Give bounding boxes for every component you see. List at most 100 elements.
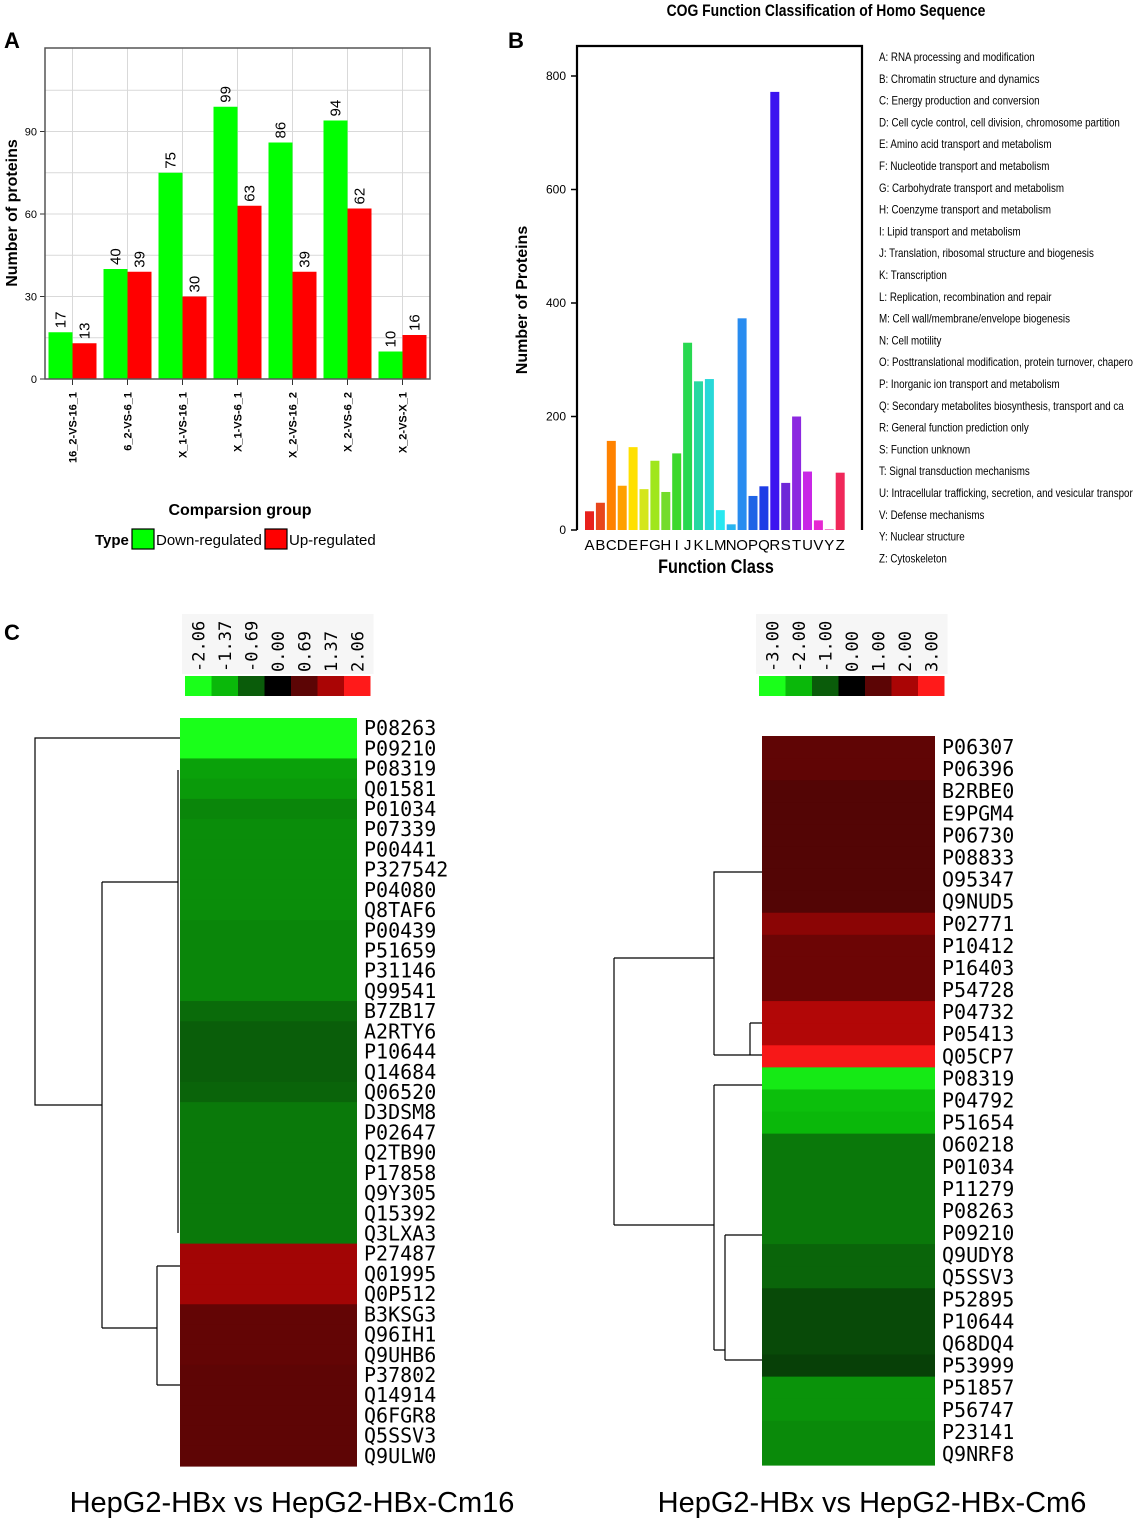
row-label: P08319	[364, 757, 436, 781]
bar-down	[158, 172, 183, 379]
legend-entry: E: Amino acid transport and metabolism	[879, 139, 1052, 152]
heatmap-cell	[180, 960, 357, 982]
scale-label: -0.69	[242, 621, 262, 672]
bar-o	[737, 318, 747, 530]
row-label: P327542	[364, 858, 448, 882]
x-tick-label: M	[714, 537, 727, 554]
row-label: P27487	[364, 1242, 436, 1266]
x-tick-label: S	[781, 537, 791, 554]
row-label: Q9NUD5	[942, 890, 1014, 914]
heatmap-cell	[180, 839, 357, 861]
heatmap-cell	[180, 1425, 357, 1447]
bar-down	[378, 351, 403, 379]
row-label: Q3LXA3	[364, 1222, 436, 1246]
scale-background	[182, 614, 374, 674]
heatmap-cell	[762, 1244, 935, 1267]
bar-p	[748, 495, 758, 530]
row-label: Q9Y305	[364, 1181, 436, 1205]
bar-g	[650, 460, 660, 530]
heatmap-cell	[762, 1023, 935, 1046]
scale-label: 1.37	[322, 631, 342, 672]
legend-label-down: Down-regulated	[156, 532, 262, 549]
x-tick-label: Y	[824, 537, 834, 554]
scale-swatch	[344, 676, 371, 696]
heatmap-cell	[180, 1364, 357, 1386]
bar-i	[672, 453, 682, 530]
bar-h	[661, 491, 671, 530]
heatmap-cell	[762, 1266, 935, 1289]
scale-label: 0.69	[295, 631, 315, 672]
row-label: P04732	[942, 1000, 1014, 1024]
legend-entry: F: Nucleotide transport and metabolism	[879, 160, 1049, 173]
heatmap-cell	[762, 1376, 935, 1400]
x-tick-label: U	[802, 537, 813, 554]
bar-z	[835, 472, 845, 530]
x-tick-label: N	[726, 537, 737, 554]
heatmap-cell	[762, 868, 935, 892]
y-tick-label: 800	[546, 69, 566, 83]
scale-label: -1.37	[216, 621, 236, 672]
heatmap-cell	[762, 956, 935, 980]
heatmap-cell	[180, 718, 357, 739]
plot-frame	[575, 44, 864, 530]
bar-m	[715, 510, 725, 530]
legend-swatch-down	[131, 528, 155, 550]
scale-swatch	[264, 676, 291, 696]
row-label: Q14684	[364, 1060, 436, 1084]
row-label: Q5SSV3	[942, 1265, 1014, 1289]
scale-label: 1.00	[869, 631, 889, 672]
row-label: B2RBE0	[942, 779, 1014, 803]
row-label: D3DSM8	[364, 1100, 436, 1124]
heatmap-cell	[762, 802, 935, 825]
heatmap-cell	[180, 920, 357, 941]
heatmap-cell	[762, 1177, 935, 1201]
row-label: Q06520	[364, 1080, 436, 1104]
legend-entry: S: Function unknown	[879, 444, 970, 457]
legend-entry: Y: Nuclear structure	[879, 531, 965, 544]
legend-title: Type	[95, 532, 129, 549]
legend-entry: N: Cell motility	[879, 335, 942, 348]
row-label: Q96IH1	[364, 1323, 436, 1347]
data-label: 94	[328, 100, 345, 117]
bar-t	[792, 416, 802, 530]
row-label: P09210	[364, 736, 436, 760]
heatmap-cm6: -3.00 -2.00 -1.00 0.00 1.00 2.00 3.00 P06307P0…	[613, 614, 1086, 1519]
y-tick-label: 0	[31, 374, 37, 386]
bar-s	[781, 482, 791, 530]
bar-r	[770, 91, 780, 530]
x-tick-label: X_2-VS-6_2	[343, 392, 355, 452]
scale-label: 0.00	[843, 631, 863, 672]
data-label: 10	[383, 331, 400, 348]
legend-entry: L: Replication, recombination and repair	[879, 291, 1052, 304]
x-tick-label: X_1-VS-16_1	[178, 392, 190, 458]
data-label: 30	[187, 276, 204, 293]
bar-chart-cog-classification: COG Function Classification of Homo Sequ…	[514, 2, 1133, 578]
heatmap-cell	[180, 1021, 357, 1043]
heatmap-cell	[180, 1203, 357, 1225]
row-label: Q5SSV3	[364, 1424, 436, 1448]
row-label: P09210	[942, 1221, 1014, 1245]
data-label: 17	[53, 312, 70, 329]
bar-y	[824, 529, 834, 530]
bar-c	[606, 440, 616, 530]
data-label: 86	[273, 122, 290, 139]
row-label: A2RTY6	[364, 1019, 436, 1043]
heatmap-cell	[180, 980, 357, 1002]
heatmap-cell	[762, 1310, 935, 1334]
data-label: 13	[77, 323, 94, 340]
x-tick-label: I	[675, 537, 679, 554]
heatmap-cell	[762, 890, 935, 914]
scale-swatch	[891, 676, 918, 696]
heatmap-cell	[762, 780, 935, 803]
row-label: Q8TAF6	[364, 898, 436, 922]
data-label: 39	[132, 251, 149, 268]
row-label: P10644	[364, 1040, 436, 1064]
heatmap-cell	[180, 1243, 357, 1265]
x-tick-label: T	[792, 537, 801, 554]
y-tick-label: 0	[559, 523, 566, 537]
heatmap-cell	[762, 758, 935, 781]
y-axis-ticks: 0 30 60 90	[25, 127, 45, 386]
row-label: Q15392	[364, 1201, 436, 1225]
scale-swatch	[785, 676, 812, 696]
heatmap-cell	[762, 846, 935, 870]
